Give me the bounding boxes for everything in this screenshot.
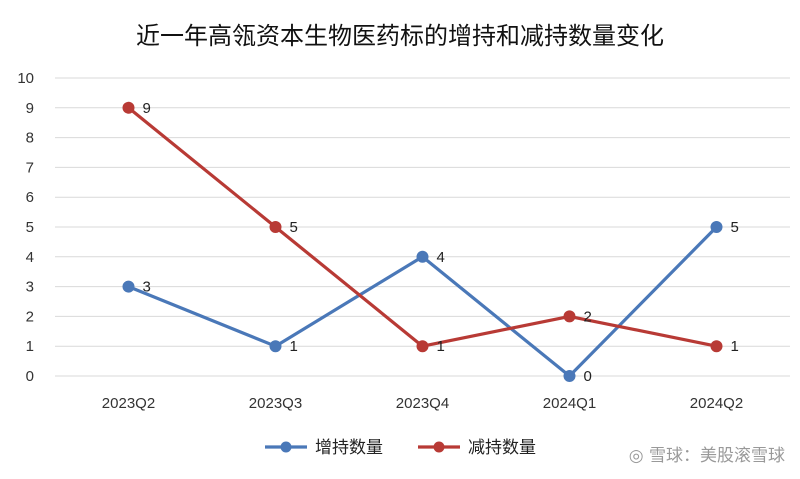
series-line bbox=[127, 225, 718, 378]
series-group: 3 1 4 0 5 9 5 1 2 1 bbox=[122, 100, 739, 385]
legend-swatch-marker bbox=[433, 441, 445, 453]
data-label: 4 bbox=[437, 249, 445, 266]
legend-swatch-marker bbox=[280, 441, 292, 453]
y-tick-label: 4 bbox=[26, 249, 34, 266]
data-label: 1 bbox=[437, 338, 445, 355]
y-tick-label: 2 bbox=[26, 308, 34, 325]
y-tick-label: 8 bbox=[26, 130, 34, 147]
x-tick-label: 2023Q2 bbox=[102, 395, 155, 412]
x-tick-label: 2024Q2 bbox=[690, 395, 743, 412]
y-tick-label: 9 bbox=[26, 100, 34, 117]
legend-item: 增持数量 bbox=[265, 438, 383, 458]
data-point bbox=[563, 370, 576, 382]
y-tick-label: 3 bbox=[26, 279, 34, 296]
data-label: 1 bbox=[731, 338, 739, 355]
data-point bbox=[416, 250, 429, 263]
legend: 增持数量 减持数量 bbox=[265, 438, 536, 458]
series-2: 9 5 1 2 1 bbox=[122, 100, 739, 355]
data-point bbox=[269, 340, 282, 353]
y-tick-label: 5 bbox=[26, 219, 34, 236]
data-point bbox=[710, 221, 723, 233]
legend-label: 减持数量 bbox=[468, 438, 536, 458]
y-tick-label: 0 bbox=[26, 368, 34, 385]
x-tick-label: 2024Q1 bbox=[543, 395, 596, 412]
y-tick-label: 1 bbox=[26, 338, 34, 355]
data-label: 5 bbox=[290, 219, 298, 236]
y-tick-label: 10 bbox=[17, 70, 34, 87]
legend-label: 增持数量 bbox=[315, 438, 383, 458]
data-label: 9 bbox=[143, 100, 151, 117]
data-label: 1 bbox=[290, 338, 298, 355]
data-label: 5 bbox=[731, 219, 739, 236]
data-point bbox=[122, 280, 135, 293]
y-tick-label: 7 bbox=[26, 159, 34, 176]
x-tick-label: 2023Q4 bbox=[396, 395, 449, 412]
x-tick-label: 2023Q3 bbox=[249, 395, 302, 412]
series-1: 3 1 4 0 5 bbox=[122, 219, 739, 385]
data-label: 2 bbox=[584, 308, 592, 325]
watermark: ◎ 雪球：美股滚雪球 bbox=[629, 446, 785, 466]
data-point bbox=[416, 340, 429, 353]
grid-lines bbox=[55, 77, 790, 377]
data-label: 0 bbox=[584, 368, 592, 385]
data-point bbox=[269, 221, 282, 233]
data-point bbox=[563, 310, 576, 323]
data-label: 3 bbox=[143, 279, 151, 296]
chart-title: 近一年高瓴资本生物医药标的增持和减持数量变化 bbox=[136, 22, 664, 50]
y-tick-label: 6 bbox=[26, 189, 34, 206]
y-axis: 0 1 2 3 4 5 6 7 8 9 10 bbox=[17, 70, 34, 385]
legend-item: 减持数量 bbox=[418, 438, 536, 458]
data-point bbox=[122, 101, 135, 114]
data-point bbox=[710, 340, 723, 353]
x-axis: 2023Q2 2023Q3 2023Q4 2024Q1 2024Q2 bbox=[102, 395, 743, 412]
